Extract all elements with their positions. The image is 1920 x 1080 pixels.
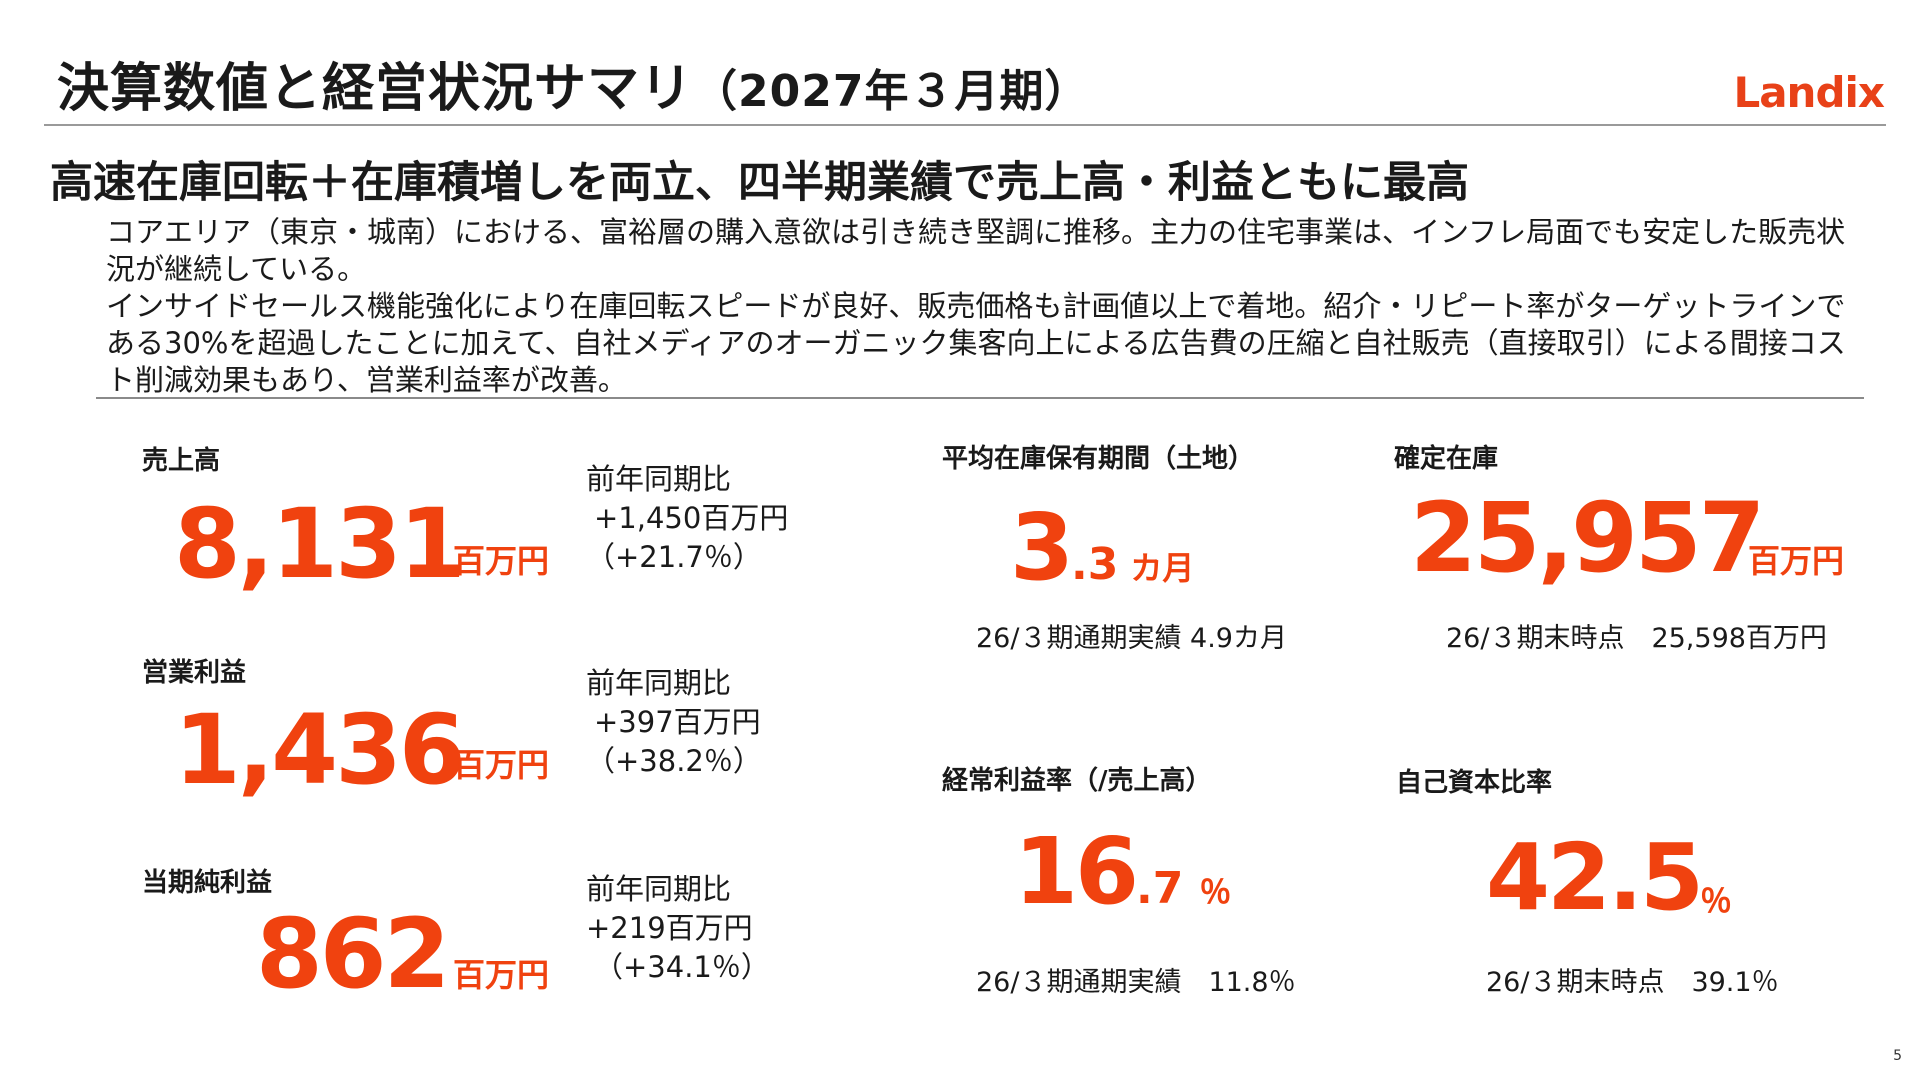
metric-value-sales: 8,131 — [174, 488, 466, 600]
value-integer: 3 — [1010, 494, 1074, 601]
metric-unit-equity-ratio: ％ — [1700, 882, 1733, 920]
yoy-percent: （+34.1％） — [594, 950, 770, 984]
yoy-label: 前年同期比 — [586, 872, 732, 906]
metric-label-sales: 売上高 — [142, 446, 221, 476]
metric-label-inventory-period: 平均在庫保有期間（土地） — [942, 444, 1255, 474]
yoy-label: 前年同期比 — [586, 666, 732, 700]
yoy-label: 前年同期比 — [586, 462, 732, 496]
value-unit: ％ — [1199, 873, 1232, 911]
metric-value-confirmed-inventory: 25,957 — [1410, 482, 1765, 594]
metric-note-confirmed-inventory: 26/３期末時点 25,598百万円 — [1446, 623, 1827, 654]
page-number: 5 — [1893, 1048, 1902, 1064]
metric-label-equity-ratio: 自己資本比率 — [1396, 768, 1553, 798]
metric-value-operating-profit: 1,436 — [174, 694, 466, 806]
yoy-percent: （+38.2％） — [586, 744, 762, 778]
title-text: 決算数値と経営状況サマリ — [57, 59, 694, 119]
page-title: 決算数値と経営状況サマリ（2027年３月期） — [57, 46, 1089, 121]
metric-value-inventory-period: 3.3 カ月 — [1010, 494, 1194, 601]
company-logo: Landix — [1733, 68, 1885, 117]
metric-unit-sales: 百万円 — [453, 542, 550, 580]
value-decimal: .7 — [1136, 863, 1184, 914]
metric-label-net-income: 当期純利益 — [142, 868, 273, 898]
metric-unit-confirmed-inventory: 百万円 — [1748, 542, 1845, 580]
metric-label-confirmed-inventory: 確定在庫 — [1394, 444, 1499, 474]
value-decimal: .3 — [1071, 539, 1119, 590]
summary-divider — [96, 397, 1864, 399]
metric-yoy-net-income: 前年同期比 +219百万円 （+34.1％） — [586, 870, 770, 987]
summary-text: コアエリア（東京・城南）における、富裕層の購入意欲は引き続き堅調に推移。主力の住… — [106, 214, 1866, 399]
metric-note-inventory-period: 26/３期通期実績 4.9カ月 — [976, 623, 1287, 654]
metric-label-ordinary-margin: 経常利益率（/売上高） — [942, 766, 1212, 796]
metric-unit-operating-profit: 百万円 — [453, 746, 550, 784]
title-period: （2027年３月期） — [693, 66, 1090, 117]
summary-paragraph-2: インサイドセールス機能強化により在庫回転スピードが良好、販売価格も計画値以上で着… — [106, 289, 1846, 397]
yoy-amount: +1,450百万円 — [594, 501, 789, 535]
headline: 高速在庫回転＋在庫積増しを両立、四半期業績で売上高・利益ともに最高 — [50, 158, 1469, 208]
metric-yoy-sales: 前年同期比 +1,450百万円 （+21.7％） — [586, 460, 788, 577]
yoy-amount: +219百万円 — [586, 911, 753, 945]
metric-label-operating-profit: 営業利益 — [142, 658, 247, 688]
metric-value-equity-ratio: 42.5 — [1486, 824, 1704, 931]
metric-note-equity-ratio: 26/３期末時点 39.1％ — [1486, 967, 1779, 998]
yoy-amount: +397百万円 — [594, 705, 761, 739]
metric-value-net-income: 862 — [256, 898, 450, 1010]
metric-note-ordinary-margin: 26/３期通期実績 11.8％ — [976, 967, 1296, 998]
yoy-percent: （+21.7％） — [586, 540, 762, 574]
header-divider — [44, 124, 1886, 126]
value-integer: 16 — [1014, 818, 1139, 925]
metric-value-ordinary-margin: 16.7 ％ — [1014, 818, 1231, 925]
summary-paragraph-1: コアエリア（東京・城南）における、富裕層の購入意欲は引き続き堅調に推移。主力の住… — [106, 215, 1846, 286]
metric-unit-net-income: 百万円 — [453, 956, 550, 994]
metric-yoy-operating-profit: 前年同期比 +397百万円 （+38.2％） — [586, 664, 762, 781]
value-unit: カ月 — [1130, 549, 1195, 587]
